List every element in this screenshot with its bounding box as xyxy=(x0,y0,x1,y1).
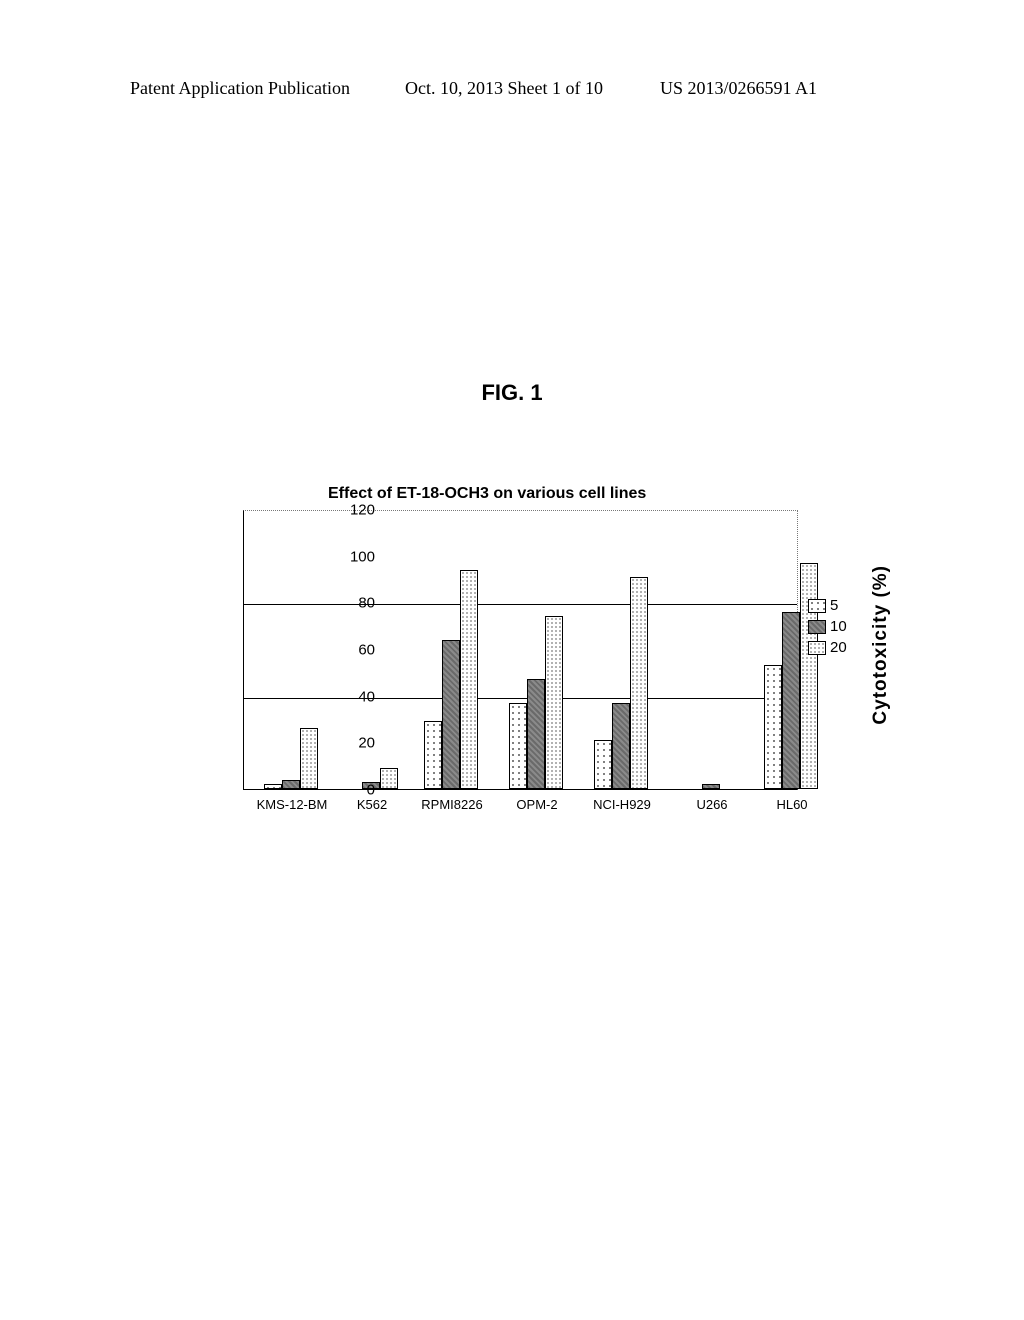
legend-swatch-5 xyxy=(808,599,826,613)
bar xyxy=(702,784,720,789)
bar xyxy=(442,640,460,789)
x-tick-label: RPMI8226 xyxy=(408,797,496,812)
legend: 5 10 20 xyxy=(808,597,847,660)
y-axis-label: Cytotoxicity (%) xyxy=(870,565,892,725)
x-tick-label: OPM-2 xyxy=(493,797,581,812)
y-tick-label: 80 xyxy=(330,595,375,612)
bar xyxy=(545,616,563,789)
bar xyxy=(460,570,478,789)
bar xyxy=(380,768,398,789)
header-left: Patent Application Publication xyxy=(130,78,350,99)
legend-label: 20 xyxy=(830,639,847,656)
legend-item-10: 10 xyxy=(808,618,847,635)
x-tick-label: KMS-12-BM xyxy=(248,797,336,812)
bar xyxy=(282,780,300,789)
bar xyxy=(612,703,630,789)
bar xyxy=(424,721,442,789)
legend-item-20: 20 xyxy=(808,639,847,656)
x-tick-label: NCI-H929 xyxy=(578,797,666,812)
bar xyxy=(782,612,800,789)
chart: Effect of ET-18-OCH3 on various cell lin… xyxy=(188,505,878,865)
y-tick-label: 60 xyxy=(330,642,375,659)
legend-swatch-20 xyxy=(808,641,826,655)
bar xyxy=(509,703,527,789)
legend-label: 10 xyxy=(830,618,847,635)
gridline xyxy=(244,698,797,699)
bar xyxy=(527,679,545,789)
plot-area xyxy=(243,510,798,790)
figure-label: FIG. 1 xyxy=(0,380,1024,406)
gridline xyxy=(244,604,797,605)
y-tick-label: 120 xyxy=(330,502,375,519)
bar xyxy=(764,665,782,789)
y-tick-label: 100 xyxy=(330,548,375,565)
legend-label: 5 xyxy=(830,597,838,614)
bar xyxy=(630,577,648,789)
bar xyxy=(264,784,282,789)
bar xyxy=(594,740,612,789)
x-tick-label: K562 xyxy=(328,797,416,812)
legend-item-5: 5 xyxy=(808,597,847,614)
legend-swatch-10 xyxy=(808,620,826,634)
header-right: US 2013/0266591 A1 xyxy=(660,78,817,99)
chart-title: Effect of ET-18-OCH3 on various cell lin… xyxy=(328,485,646,503)
x-tick-label: HL60 xyxy=(748,797,836,812)
header-center: Oct. 10, 2013 Sheet 1 of 10 xyxy=(405,78,603,99)
bar xyxy=(300,728,318,789)
y-tick-label: 20 xyxy=(330,735,375,752)
y-tick-label: 40 xyxy=(330,688,375,705)
x-tick-label: U266 xyxy=(668,797,756,812)
y-tick-label: 0 xyxy=(330,782,375,799)
